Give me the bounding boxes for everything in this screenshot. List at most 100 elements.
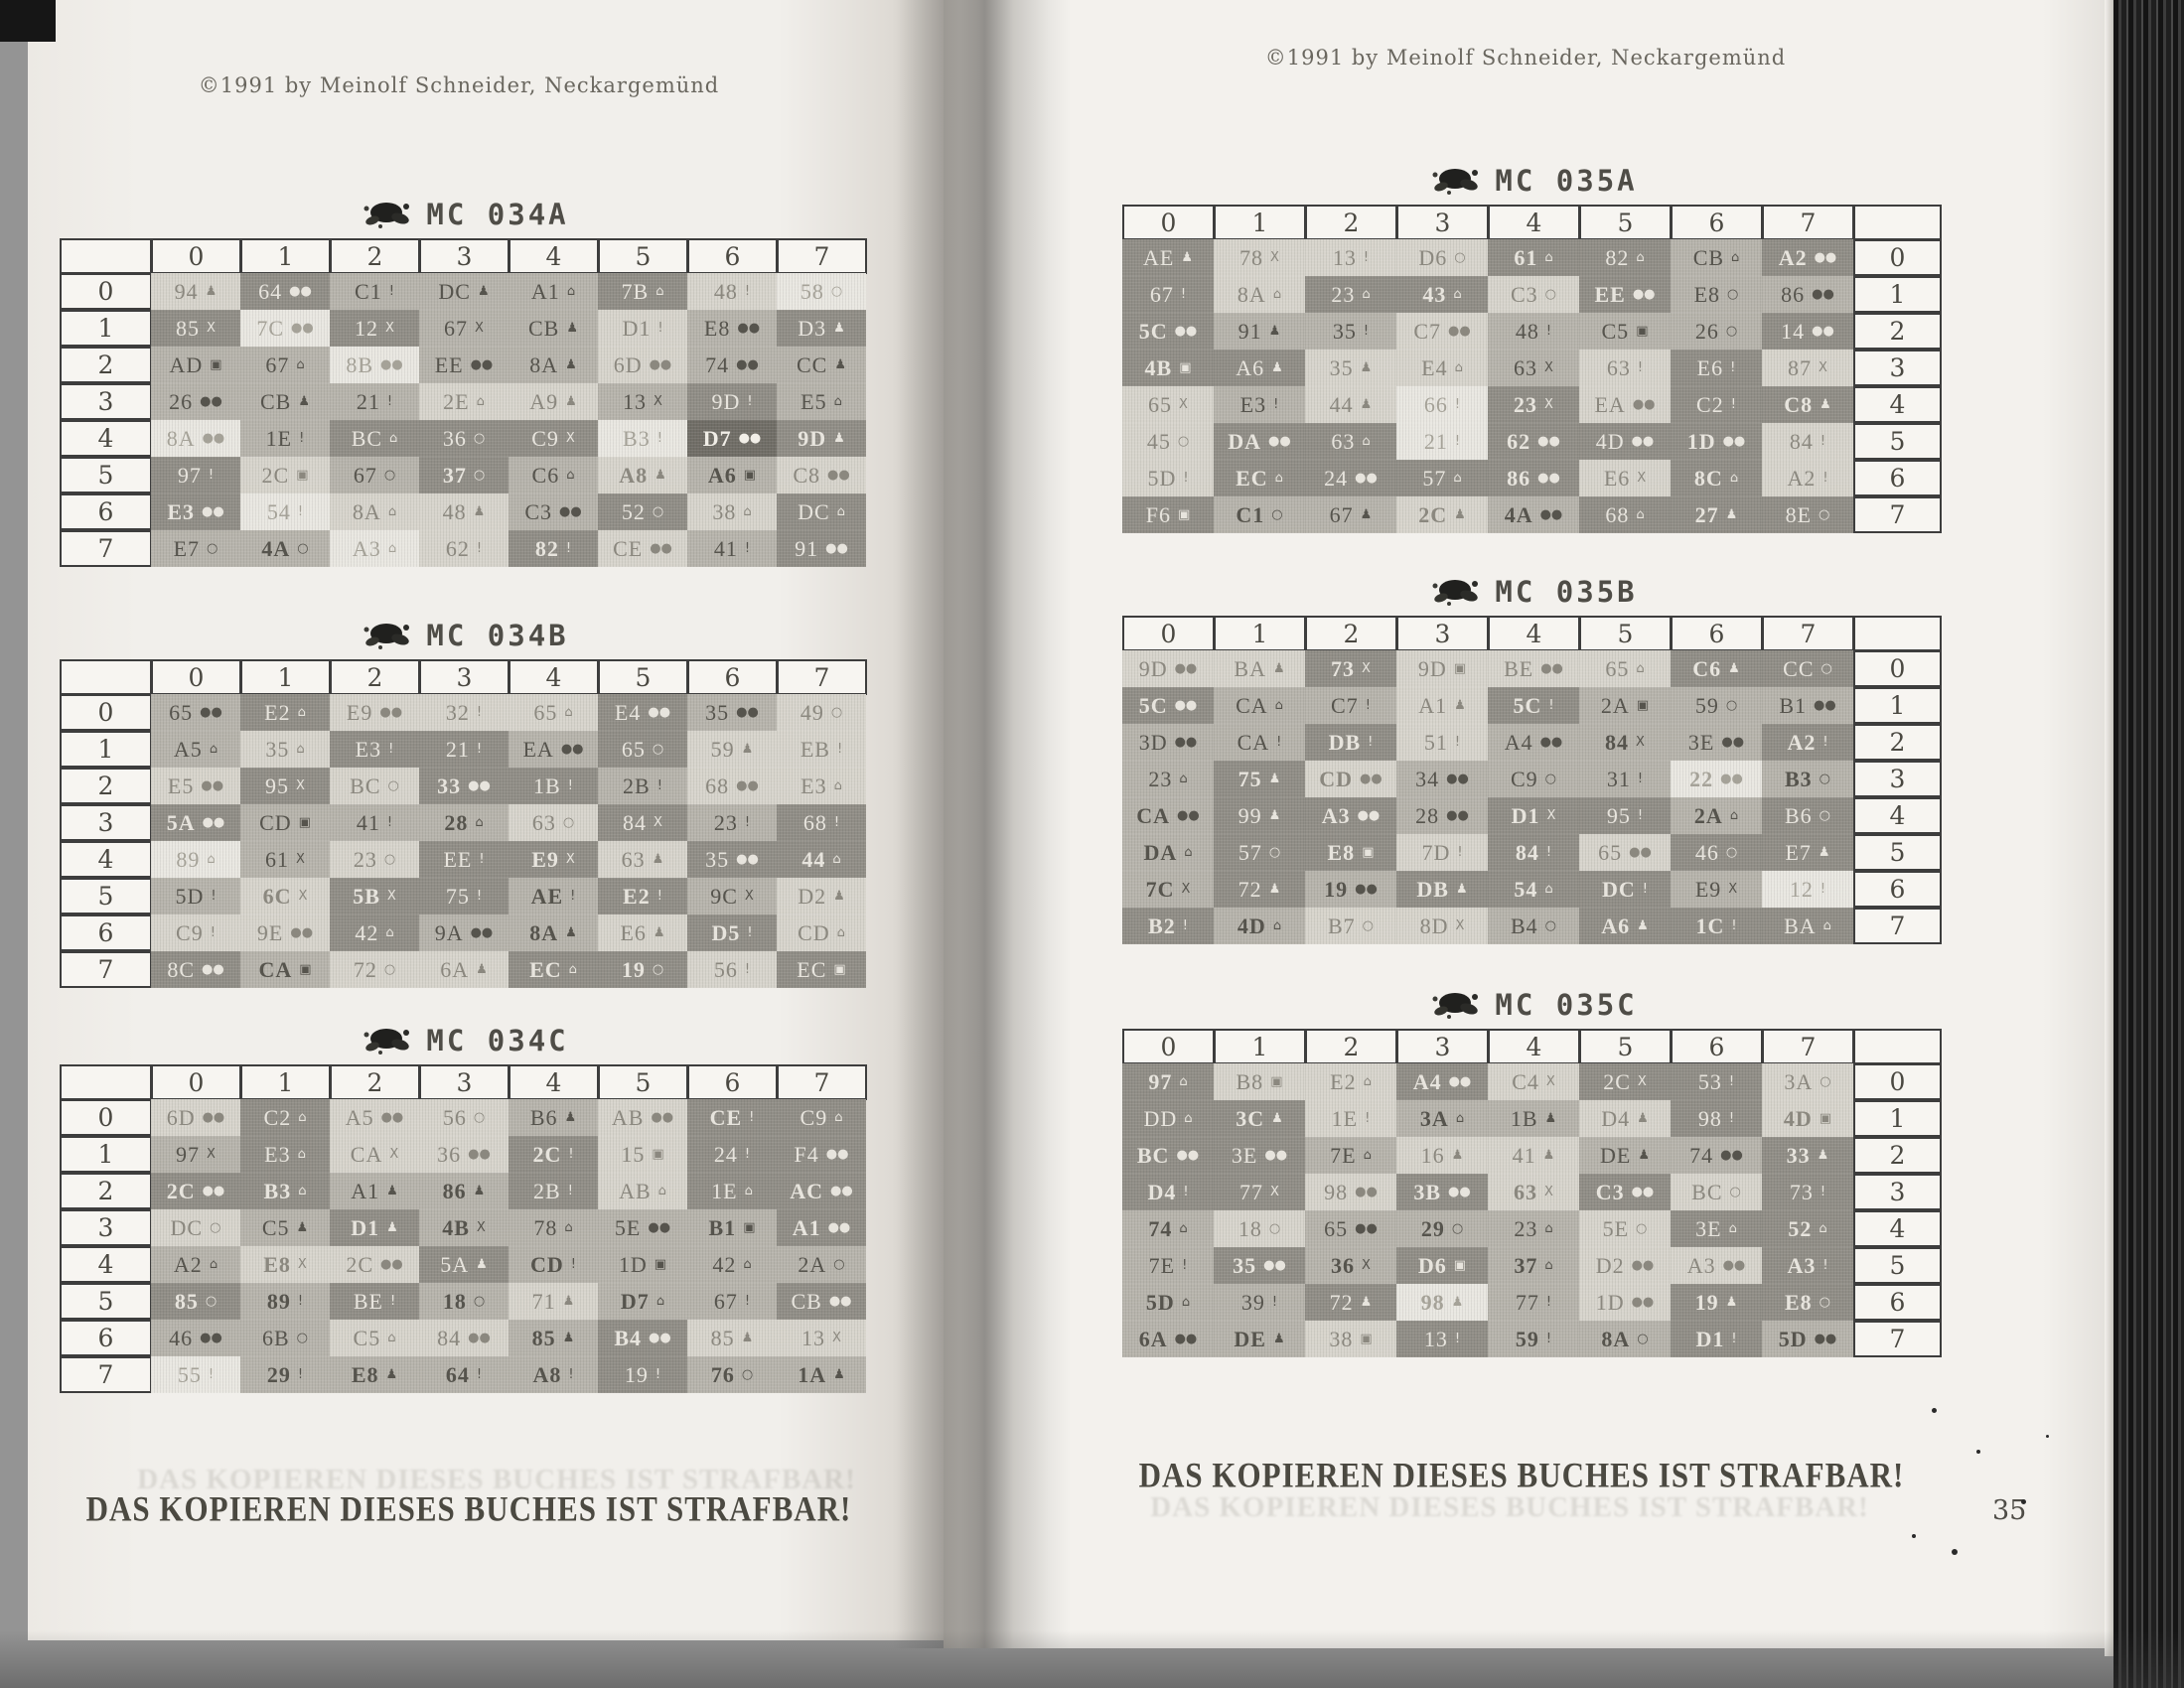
cell-icon-p: ♟	[205, 284, 218, 299]
grid-cell: 15 ▣	[598, 1136, 687, 1173]
cell-icon-i: !	[744, 1147, 751, 1162]
cell-value: C9	[1510, 766, 1538, 791]
grid-cell: 7C ●●	[240, 310, 330, 347]
cell-value: C7	[1413, 318, 1441, 344]
cell-value: 28	[444, 809, 469, 835]
grid-cell: 85 X	[151, 310, 240, 347]
grid-cell: DC ♟	[419, 273, 509, 310]
cell-icon-b: ⌂	[1453, 287, 1462, 302]
row-header-cell: 7	[1853, 908, 1942, 944]
grid-cell: A4 ●●	[1396, 1063, 1488, 1100]
cell-value: DE	[1234, 1326, 1266, 1351]
cell-icon-x: X	[296, 852, 305, 867]
cell-icon-i: !	[747, 394, 753, 409]
cell-icon-b: ⌂	[298, 1184, 307, 1198]
grid-cell: EC ▣	[777, 951, 866, 988]
cell-icon-p: ♟	[1272, 1332, 1285, 1346]
cell-icon-d: ●●	[736, 705, 759, 720]
col-header-cell: 4	[509, 659, 599, 695]
col-header-cell: 6	[1671, 1029, 1763, 1064]
cell-value: EA	[522, 736, 554, 762]
cell-icon-d: ●●	[1632, 397, 1656, 412]
cell-value: 54	[1514, 876, 1538, 902]
cell-icon-i: !	[1548, 698, 1554, 713]
cell-value: 5B	[353, 883, 380, 909]
ink-speckle	[1932, 1408, 1937, 1413]
cell-icon-d: ●●	[1360, 772, 1383, 786]
grid-cell: E9 ●●	[330, 694, 419, 731]
cell-icon-x: X	[1362, 661, 1371, 676]
grid-cell: 1D ●●	[1579, 1284, 1671, 1321]
cell-value: CB	[527, 315, 560, 341]
grid-cell: 35 ♟	[1305, 350, 1396, 386]
grid-cell: 7D!	[1396, 834, 1488, 871]
cell-icon-o: ○	[1819, 1295, 1831, 1310]
cell-value: 8A	[529, 919, 559, 945]
cell-icon-d: ●●	[1631, 1295, 1655, 1310]
grid-cell: 28 ●●	[1396, 797, 1488, 834]
cell-value: A1	[530, 278, 560, 304]
cell-value: DC	[438, 278, 471, 304]
cell-value: 74	[1148, 1215, 1173, 1241]
cell-icon-o: ○	[1177, 434, 1190, 449]
cell-icon-b: ⌂	[1455, 1111, 1465, 1126]
table-block-034A: MC 034A 0 1 2 3 4 5 6 7 0 94 ♟ 64 ●● C1! DC ♟ A1 ⌂ 7B ⌂ 48! 58…	[60, 193, 867, 567]
cell-icon-i: !	[1822, 735, 1828, 750]
cell-icon-s: ▣	[298, 815, 311, 830]
cell-value: 63	[1331, 428, 1356, 454]
cell-value: 35	[705, 846, 730, 872]
grid-cell: 49 ○	[777, 694, 866, 731]
cell-icon-b: ⌂	[298, 1110, 307, 1125]
grid-cell: 8B ●●	[330, 347, 419, 383]
cell-icon-d: ●●	[736, 778, 759, 793]
cell-value: 67	[713, 1288, 738, 1314]
grid-cell: 35 ⌂	[240, 731, 330, 768]
cell-value: A9	[529, 388, 559, 414]
cell-icon-b: ⌂	[387, 1331, 396, 1345]
grid-cell: 5C ●●	[1122, 687, 1214, 724]
cell-value: A5	[345, 1104, 374, 1130]
cell-icon-d: ●●	[649, 357, 672, 372]
grid-cell: EC ⌂	[1214, 460, 1305, 496]
cell-value: BC	[351, 425, 383, 451]
cell-icon-o: ○	[830, 705, 843, 720]
cell-icon-d: ●●	[470, 357, 494, 372]
cell-icon-o: ○	[297, 541, 309, 556]
col-header-cell: 0	[151, 659, 241, 695]
grid-cell: 97 X	[151, 1136, 240, 1173]
cell-value: 64	[445, 1361, 470, 1387]
ink-splat-icon	[364, 203, 410, 228]
cell-icon-b: ⌂	[297, 705, 306, 720]
grid-cell: 37 ○	[419, 457, 509, 493]
cell-value: 42	[355, 919, 379, 945]
grid-cell: 74 ⌂	[1122, 1210, 1214, 1247]
cell-value: 5C	[1138, 318, 1168, 344]
cell-icon-b: ⌂	[836, 504, 845, 519]
cell-value: CE	[709, 1104, 743, 1130]
cell-value: 3E	[1687, 729, 1715, 755]
grid-cell: B4 ○	[1488, 908, 1579, 944]
table-title-row: MC 035B	[1122, 570, 1941, 614]
grid-cell: 65 ⌂	[509, 694, 598, 731]
col-header-cell: 7	[1762, 616, 1854, 651]
cell-icon-o: ○	[473, 1294, 486, 1309]
cell-value: 63	[531, 809, 556, 835]
cell-icon-d: ●●	[291, 321, 314, 336]
cell-value: 9C	[710, 883, 738, 909]
grid-cell: 86 ♟	[419, 1173, 509, 1209]
cell-icon-d: ●●	[1176, 1148, 1200, 1163]
cell-icon-p: ♟	[834, 357, 846, 372]
cell-value: 76	[710, 1361, 735, 1387]
grid-cell: E3!	[330, 731, 419, 768]
cell-icon-p: ♟	[1272, 661, 1285, 676]
cell-icon-p: ♟	[1637, 918, 1649, 933]
cell-value: 82	[1605, 244, 1630, 270]
cell-icon-b: ⌂	[207, 852, 216, 867]
cell-value: C9	[800, 1104, 828, 1130]
cell-icon-p: ♟	[833, 431, 845, 446]
cell-value: 67	[1329, 501, 1354, 527]
grid-cell: E8 ▣	[1305, 834, 1396, 871]
cell-value: A2	[1787, 465, 1817, 491]
grid-cell: 33 ●●	[419, 768, 509, 804]
cell-icon-i: !	[1730, 360, 1736, 375]
